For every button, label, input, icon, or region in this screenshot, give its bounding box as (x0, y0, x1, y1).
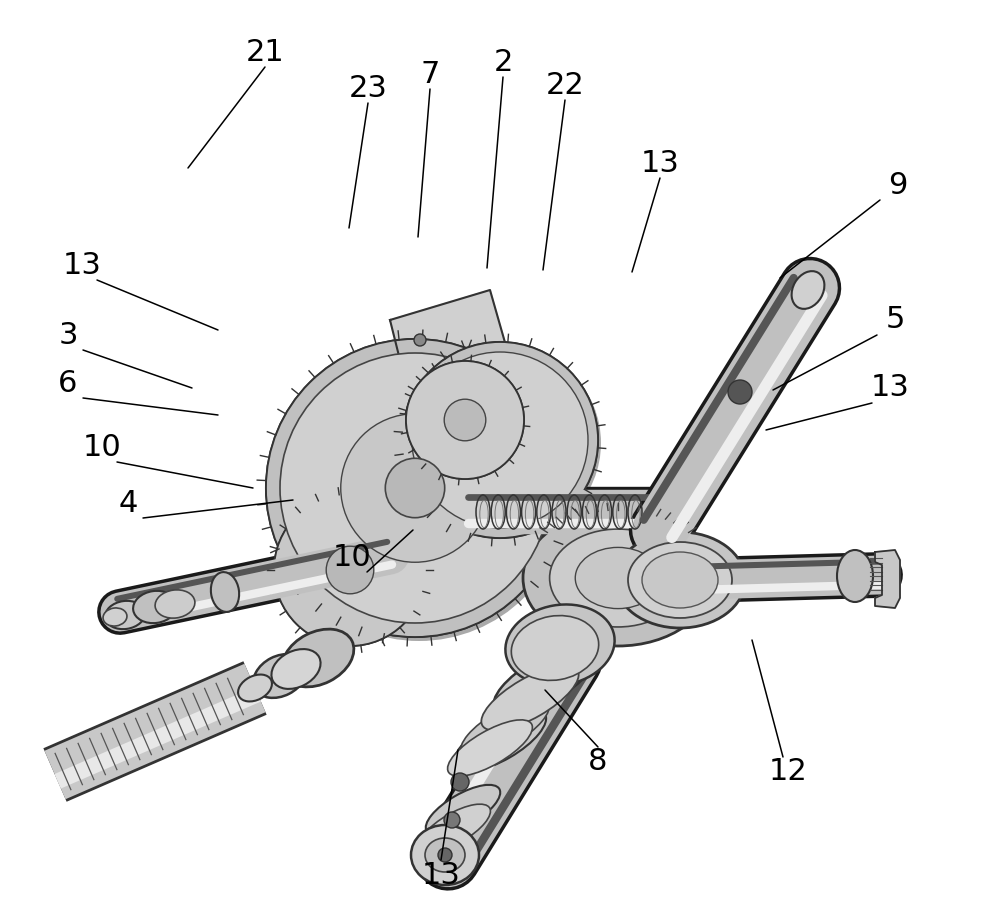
Circle shape (405, 345, 601, 541)
Circle shape (451, 773, 469, 791)
Text: 13: 13 (641, 149, 679, 178)
Ellipse shape (282, 629, 354, 687)
Ellipse shape (481, 666, 579, 731)
Circle shape (469, 359, 481, 371)
Ellipse shape (448, 720, 532, 776)
Circle shape (438, 848, 452, 862)
Circle shape (266, 339, 564, 637)
Circle shape (341, 414, 489, 562)
Ellipse shape (550, 529, 686, 627)
Text: 13: 13 (871, 373, 909, 403)
Ellipse shape (615, 532, 745, 628)
Ellipse shape (617, 540, 713, 612)
Circle shape (385, 458, 445, 518)
Text: 2: 2 (493, 48, 513, 76)
Text: 13: 13 (422, 860, 460, 889)
Circle shape (270, 343, 568, 641)
Ellipse shape (133, 591, 177, 624)
Ellipse shape (411, 825, 479, 885)
Text: 10: 10 (333, 543, 371, 571)
Polygon shape (875, 550, 900, 608)
Text: 10: 10 (83, 433, 121, 461)
Text: 22: 22 (546, 71, 584, 100)
Ellipse shape (253, 654, 307, 698)
Circle shape (280, 353, 550, 623)
Ellipse shape (105, 601, 145, 629)
Text: 8: 8 (588, 747, 608, 777)
Circle shape (266, 339, 564, 637)
Text: 5: 5 (885, 305, 905, 335)
Circle shape (406, 361, 524, 479)
Ellipse shape (505, 604, 615, 686)
Circle shape (444, 399, 486, 441)
Ellipse shape (271, 649, 321, 689)
Ellipse shape (575, 547, 661, 609)
Circle shape (402, 342, 598, 538)
Ellipse shape (837, 550, 873, 602)
Text: 6: 6 (58, 369, 78, 397)
Text: 21: 21 (246, 38, 284, 67)
Text: 13: 13 (63, 250, 101, 280)
Ellipse shape (155, 590, 195, 618)
Text: 7: 7 (420, 60, 440, 89)
Text: 9: 9 (888, 171, 908, 200)
Text: 12: 12 (769, 757, 807, 787)
Circle shape (414, 334, 426, 346)
Ellipse shape (426, 785, 500, 835)
Circle shape (444, 812, 460, 828)
Ellipse shape (420, 804, 490, 852)
Circle shape (728, 380, 752, 404)
Polygon shape (390, 290, 510, 420)
Circle shape (402, 342, 598, 538)
Ellipse shape (511, 615, 599, 680)
Ellipse shape (103, 608, 127, 626)
Ellipse shape (628, 542, 732, 618)
Ellipse shape (792, 271, 824, 309)
Text: 3: 3 (58, 321, 78, 349)
Ellipse shape (238, 675, 272, 702)
Ellipse shape (523, 510, 713, 646)
Circle shape (412, 352, 588, 528)
Ellipse shape (494, 646, 596, 714)
Ellipse shape (454, 709, 546, 771)
Circle shape (274, 494, 426, 646)
Circle shape (406, 361, 524, 479)
Circle shape (326, 547, 374, 594)
Ellipse shape (425, 838, 465, 872)
Text: 4: 4 (118, 489, 138, 517)
Ellipse shape (211, 572, 239, 612)
Text: 23: 23 (349, 73, 387, 103)
Ellipse shape (642, 552, 718, 608)
Circle shape (274, 494, 426, 646)
Ellipse shape (461, 699, 549, 757)
